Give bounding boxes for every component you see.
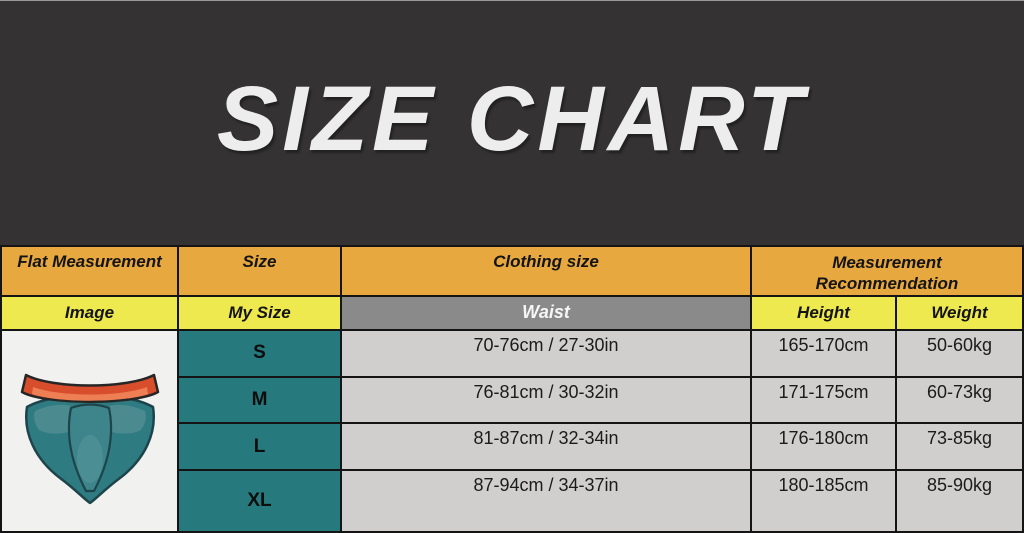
page-title: SIZE CHART — [216, 67, 808, 170]
size-cell-l: L — [177, 421, 342, 472]
weight-cell-l: 73-85kg — [895, 421, 1024, 472]
waist-cell-l: 81-87cm / 32-34in — [340, 421, 752, 472]
product-image-cell — [0, 328, 179, 533]
subheader-row: Image My Size Waist Height Weight — [0, 294, 1024, 331]
weight-cell-m: 60-73kg — [895, 375, 1024, 424]
subheader-height: Height — [750, 294, 897, 331]
subheader-waist: Waist — [340, 294, 752, 331]
briefs-illustration-icon — [5, 332, 175, 530]
header-row: Flat Measurement Size Clothing size Meas… — [0, 245, 1024, 297]
header-measurement-recommendation: Measurement Recommendation — [750, 245, 1024, 297]
header-flat-measurement: Flat Measurement — [0, 245, 179, 297]
size-chart-table: Flat Measurement Size Clothing size Meas… — [0, 245, 1024, 533]
height-cell-m: 171-175cm — [750, 375, 897, 424]
header-measurement-recommendation-label: Measurement Recommendation — [815, 253, 959, 294]
title-banner: SIZE CHART — [0, 0, 1024, 245]
size-cell-s: S — [177, 328, 342, 378]
size-cell-m: M — [177, 375, 342, 424]
weight-cell-xl: 85-90kg — [895, 469, 1024, 533]
table-row-s: S 70-76cm / 27-30in 165-170cm 50-60kg — [0, 328, 1024, 533]
height-cell-xl: 180-185cm — [750, 469, 897, 533]
subheader-image: Image — [0, 294, 179, 331]
table-row-l: L 81-87cm / 32-34in 176-180cm 73-85kg — [1, 421, 1024, 472]
waist-cell-m: 76-81cm / 30-32in — [340, 375, 752, 424]
height-cell-s: 165-170cm — [750, 328, 897, 378]
waist-cell-xl: 87-94cm / 34-37in — [340, 469, 752, 533]
height-cell-l: 176-180cm — [750, 421, 897, 472]
header-size: Size — [177, 245, 342, 297]
size-cell-xl: XL — [177, 469, 342, 533]
table-row-m: M 76-81cm / 30-32in 171-175cm 60-73kg — [1, 375, 1024, 424]
subheader-weight: Weight — [895, 294, 1024, 331]
table-row-xl: XL 87-94cm / 34-37in 180-185cm 85-90kg — [1, 469, 1024, 533]
subheader-my-size: My Size — [177, 294, 342, 331]
header-clothing-size: Clothing size — [340, 245, 752, 297]
weight-cell-s: 50-60kg — [895, 328, 1024, 378]
waist-cell-s: 70-76cm / 27-30in — [340, 328, 752, 378]
